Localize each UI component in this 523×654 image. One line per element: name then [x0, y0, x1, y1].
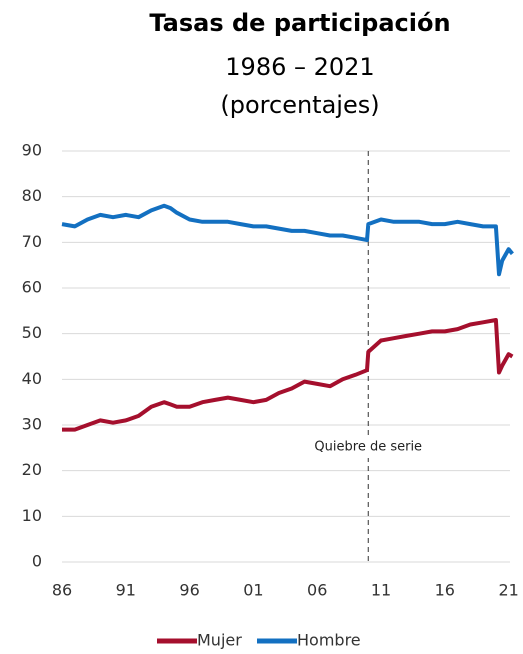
y-tick-label: 40 — [22, 369, 42, 388]
y-tick-label: 0 — [32, 552, 42, 571]
x-tick-label: 16 — [435, 581, 455, 600]
chart-title: Tasas de participación — [149, 9, 450, 37]
y-tick-label: 10 — [22, 506, 42, 525]
chart-subtitle: 1986 – 2021 — [225, 53, 374, 81]
x-tick-label: 01 — [243, 581, 263, 600]
x-tick-label: 96 — [179, 581, 199, 600]
y-tick-label: 30 — [22, 415, 42, 434]
y-tick-label: 20 — [22, 460, 42, 479]
y-tick-label: 50 — [22, 323, 42, 342]
x-tick-label: 91 — [116, 581, 136, 600]
x-tick-label: 86 — [52, 581, 72, 600]
annotation-bg — [306, 436, 431, 458]
x-tick-label: 21 — [498, 581, 518, 600]
x-tick-label: 11 — [371, 581, 391, 600]
y-tick-label: 70 — [22, 232, 42, 251]
x-tick-label: 06 — [307, 581, 327, 600]
chart-subtitle: (porcentajes) — [220, 91, 379, 119]
annotation: Quiebre de serie — [314, 440, 422, 455]
series-line — [61, 203, 514, 277]
y-tick-label: 90 — [22, 141, 42, 160]
series-line — [62, 318, 514, 432]
y-tick-label: 60 — [22, 278, 42, 297]
legend-label: Hombre — [297, 631, 361, 650]
y-tick-label: 80 — [22, 186, 42, 205]
legend-label: Mujer — [197, 631, 242, 650]
